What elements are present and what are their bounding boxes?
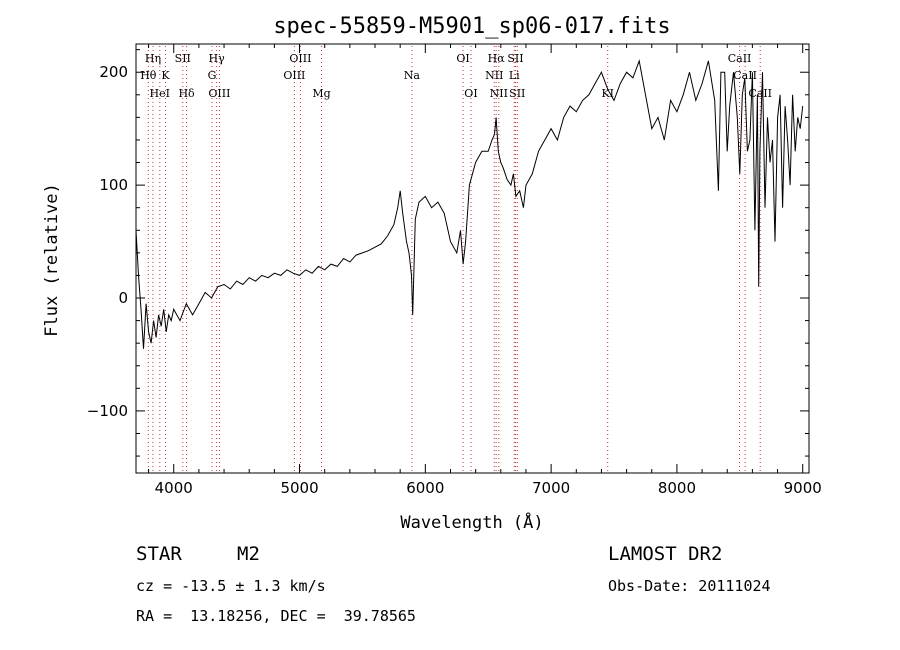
ra-dec-coordinates: RA = 13.18256, DEC = 39.78565 xyxy=(136,607,416,625)
line-label: K xyxy=(161,69,170,82)
line-label: G xyxy=(208,69,217,82)
line-label: SII xyxy=(175,52,191,65)
line-label: KI xyxy=(601,87,614,100)
line-label: Na xyxy=(404,69,421,82)
line-label: OIII xyxy=(283,69,305,82)
line-label: OI xyxy=(464,87,477,100)
x-tick-label: 6000 xyxy=(406,479,444,497)
y-tick-label: −100 xyxy=(87,402,128,420)
x-tick-label: 5000 xyxy=(280,479,318,497)
x-tick-label: 7000 xyxy=(532,479,570,497)
line-label: CaII xyxy=(733,69,757,82)
line-label: HeI xyxy=(150,87,170,100)
y-tick-label: 100 xyxy=(99,176,128,194)
line-label: SII xyxy=(507,52,523,65)
line-label: CaII xyxy=(728,52,752,65)
x-tick-label: 9000 xyxy=(784,479,822,497)
redshift-velocity: cz = -13.5 ± 1.3 km/s xyxy=(136,577,326,595)
line-label: Hγ xyxy=(209,52,226,65)
line-label: OI xyxy=(456,52,469,65)
line-label: Mg xyxy=(312,87,330,100)
y-tick-label: 0 xyxy=(118,289,128,307)
chart-title: spec-55859-M5901_sp06-017.fits xyxy=(273,14,670,39)
line-label: OIII xyxy=(208,87,230,100)
line-label: SII xyxy=(509,87,525,100)
line-label: NII xyxy=(490,87,508,100)
spectrum-series-line xyxy=(135,59,804,349)
plot-frame xyxy=(135,43,810,474)
object-subclass: M2 xyxy=(237,543,260,565)
line-label: Li xyxy=(509,69,520,82)
line-label: NII xyxy=(485,69,503,82)
line-label: Hη xyxy=(145,52,161,65)
x-axis-label: Wavelength (Å) xyxy=(400,511,543,533)
observation-date: Obs-Date: 20111024 xyxy=(608,577,771,595)
survey-name: LAMOST DR2 xyxy=(608,543,723,565)
y-axis-ticks: −100 0 100 200 xyxy=(87,49,809,457)
x-tick-label: 4000 xyxy=(155,479,193,497)
x-axis-ticks: 4000 5000 6000 7000 8000 9000 xyxy=(148,44,822,497)
object-class: STAR xyxy=(136,543,182,565)
y-axis-label: Flux (relative) xyxy=(42,183,62,337)
line-label: CaII xyxy=(748,87,772,100)
y-tick-label: 200 xyxy=(99,63,128,81)
line-label: OIII xyxy=(289,52,311,65)
line-label: Hθ xyxy=(140,69,157,82)
line-label: Hα xyxy=(488,52,506,65)
x-tick-label: 8000 xyxy=(658,479,696,497)
line-label: Hδ xyxy=(178,87,195,100)
spectral-line-markers xyxy=(147,46,761,473)
